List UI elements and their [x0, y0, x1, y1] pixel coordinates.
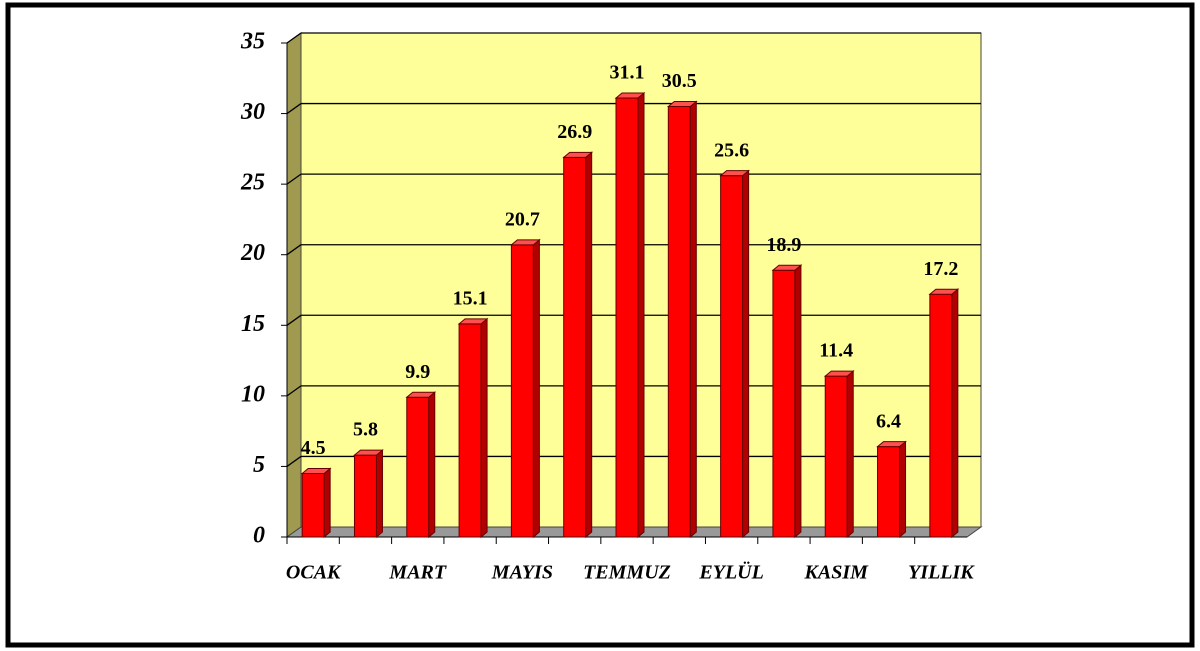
y-tick-label: 20 — [240, 240, 265, 266]
y-tick-label: 35 — [240, 29, 265, 55]
x-tick-label: KASIM — [804, 562, 870, 584]
bar — [824, 375, 848, 538]
bar — [877, 446, 901, 538]
value-label: 17.2 — [923, 258, 958, 280]
y-tick-label: 15 — [241, 311, 265, 337]
bar-top — [719, 170, 750, 177]
grid-line-side — [286, 244, 302, 256]
x-tick-label: MAYIS — [491, 562, 553, 584]
bar-top — [928, 288, 960, 295]
bar-side — [742, 169, 750, 539]
bar-side — [899, 440, 907, 539]
bar-side — [480, 317, 488, 539]
bar — [301, 472, 325, 538]
x-tick-label: OCAK — [286, 562, 342, 584]
value-label: 31.1 — [610, 62, 645, 84]
bar-side — [428, 391, 436, 539]
bar — [720, 175, 744, 538]
bar-side — [532, 238, 540, 539]
value-label: 5.8 — [353, 419, 378, 441]
x-tick-label: MART — [388, 562, 446, 584]
bar — [458, 323, 482, 538]
bar-side — [846, 370, 854, 539]
value-label: 9.9 — [405, 361, 430, 383]
bar-top — [457, 318, 489, 325]
grid-line-side — [286, 32, 302, 44]
grid-line-side — [286, 173, 302, 185]
y-tick-label: 0 — [253, 523, 265, 549]
x-tick-label: EYLÜL — [698, 561, 763, 584]
bar-top — [405, 391, 437, 398]
value-label: 4.5 — [301, 437, 326, 459]
value-label: 30.5 — [662, 70, 697, 92]
value-label: 18.9 — [766, 234, 801, 256]
bar-side — [637, 91, 645, 539]
bar-side — [951, 288, 959, 539]
grid-line-side — [286, 103, 302, 115]
bar-top — [562, 151, 594, 158]
x-tick-label: TEMMUZ — [583, 562, 671, 584]
y-tick-label: 25 — [240, 170, 265, 196]
bar — [929, 293, 953, 538]
value-label: 11.4 — [819, 340, 853, 362]
x-tick-label: YILLIK — [908, 562, 975, 584]
bar — [563, 156, 587, 538]
bar-top — [876, 441, 907, 448]
value-label: 6.4 — [876, 410, 901, 432]
value-label: 25.6 — [714, 139, 749, 161]
y-tick-label: 30 — [240, 99, 265, 125]
bar-side — [689, 100, 697, 539]
y-tick-label: 10 — [241, 381, 265, 407]
bar-top — [510, 239, 541, 246]
bar-top — [300, 467, 332, 474]
grid-line-side — [286, 385, 302, 397]
bar — [667, 106, 691, 538]
bar-side — [585, 151, 593, 539]
grid-line-side — [286, 455, 302, 467]
value-label: 26.9 — [557, 121, 592, 143]
bar — [772, 269, 796, 538]
y-tick-label: 5 — [253, 452, 265, 478]
bar-top — [614, 92, 646, 99]
bar — [615, 97, 639, 538]
value-label: 15.1 — [453, 287, 488, 309]
bar-top — [771, 264, 803, 271]
bar-top — [823, 370, 855, 377]
bar-side — [323, 467, 331, 539]
bar — [406, 396, 430, 538]
value-label: 20.7 — [505, 208, 540, 230]
bar-side — [375, 449, 383, 539]
grid-line-side — [286, 314, 302, 326]
bar — [353, 454, 377, 538]
bar-top — [353, 449, 384, 456]
bar — [510, 244, 534, 538]
bar-side — [794, 264, 802, 539]
bar-top — [666, 101, 698, 108]
